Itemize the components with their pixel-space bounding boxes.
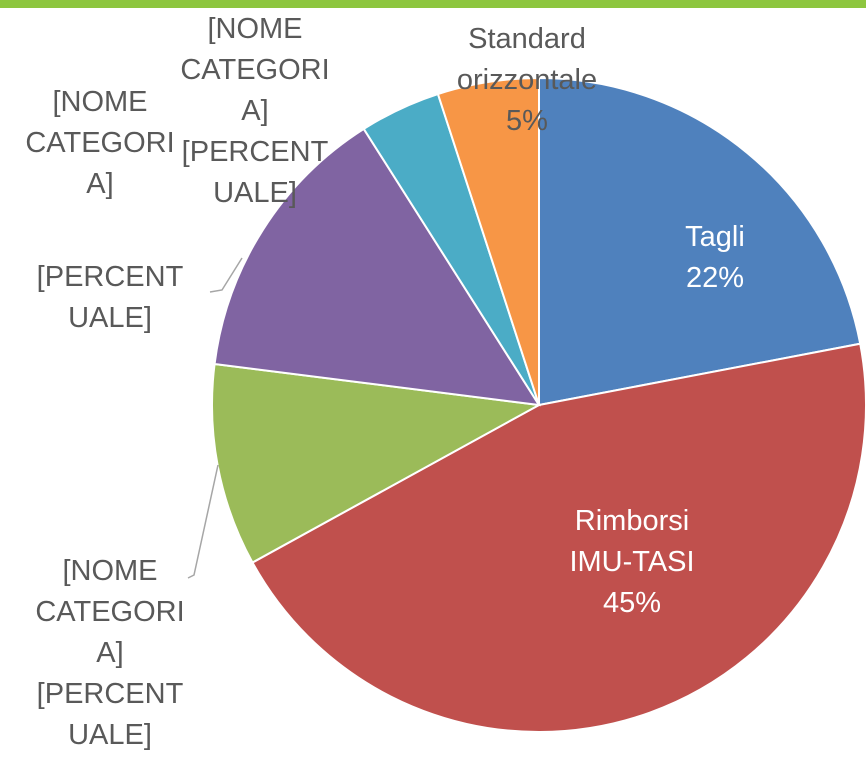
pie-slice bbox=[538, 76, 862, 407]
label-value: [PERCENTUALE] bbox=[36, 261, 184, 334]
pie-slice bbox=[213, 127, 541, 407]
label-name: [NOME CATEGORIA] bbox=[25, 86, 175, 200]
label-name: Standard orizzontale bbox=[456, 23, 598, 96]
label-value: [PERCENTUALE] bbox=[181, 136, 329, 209]
leader-line bbox=[187, 464, 219, 579]
label-value: 5% bbox=[506, 105, 548, 137]
data-label: [PERCENTUALE] bbox=[28, 257, 192, 339]
label-value: [PERCENTUALE] bbox=[36, 678, 184, 751]
label-name: [NOME CATEGORIA] bbox=[35, 555, 185, 669]
label-name: [NOME CATEGORIA] bbox=[180, 13, 330, 127]
data-label: Tagli 22% bbox=[630, 217, 800, 299]
leader-line bbox=[209, 257, 243, 293]
data-label: [NOME CATEGORIA] [PERCENTUALE] bbox=[28, 551, 192, 756]
label-value: 45% bbox=[602, 587, 662, 619]
label-name: Tagli bbox=[685, 221, 745, 253]
data-label: Standard orizzontale 5% bbox=[427, 19, 627, 142]
label-name: Rimborsi IMU-TASI bbox=[569, 505, 695, 578]
data-label: Rimborsi IMU-TASI 45% bbox=[542, 501, 722, 624]
pie-slice bbox=[436, 76, 540, 406]
top-bar bbox=[0, 0, 866, 8]
label-value: 22% bbox=[685, 262, 745, 294]
pie-slice bbox=[251, 342, 866, 733]
data-label: [NOME CATEGORIA] bbox=[18, 82, 182, 205]
data-label: [NOME CATEGORIA] [PERCENTUALE] bbox=[173, 9, 337, 214]
